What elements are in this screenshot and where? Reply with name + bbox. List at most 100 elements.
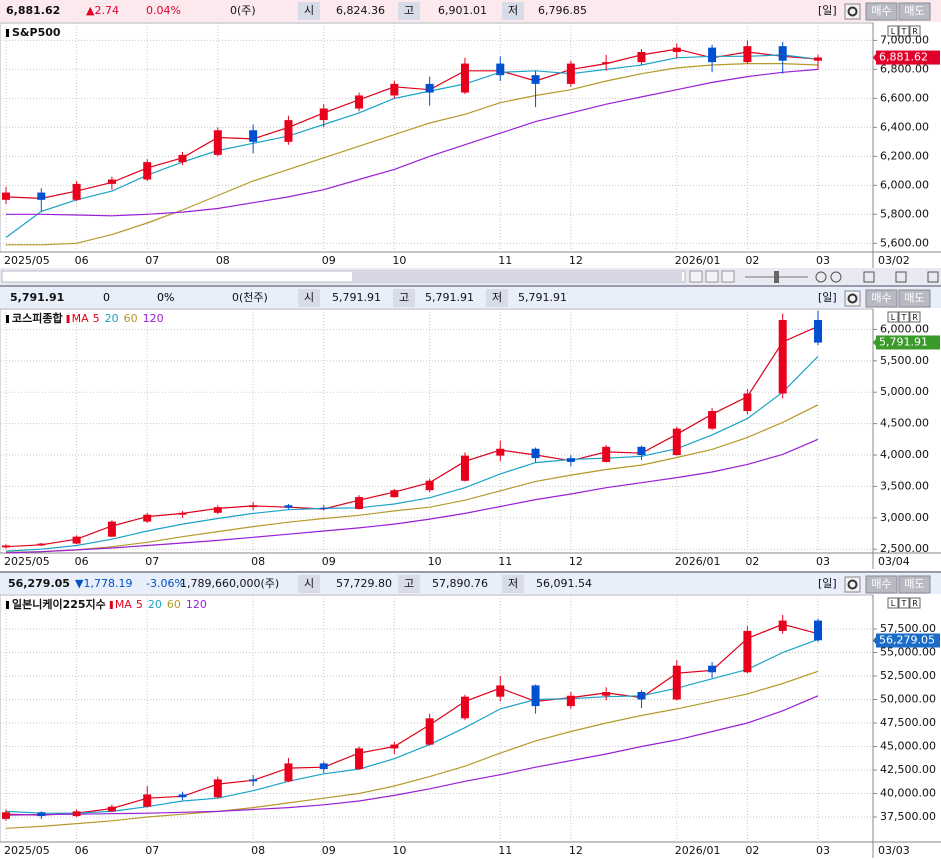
scale-button[interactable] — [887, 25, 899, 37]
candle-body — [2, 812, 10, 819]
candle-body — [814, 620, 822, 641]
x-tick-label: 10 — [428, 555, 442, 568]
tool-icon[interactable] — [863, 271, 875, 283]
x-tick-label: 2026/01 — [675, 555, 721, 568]
x-tick-label: 09 — [322, 555, 336, 568]
candle-body — [566, 695, 575, 707]
candle-body — [72, 536, 81, 544]
x-tick-label: 02 — [745, 254, 759, 267]
header-label: 고 — [404, 577, 414, 590]
tool-icon[interactable] — [895, 271, 907, 283]
header-label-cell — [486, 289, 508, 307]
x-tick-label: 2025/05 — [4, 844, 50, 857]
order-button[interactable] — [865, 575, 898, 594]
header-value: 6,881.62 — [6, 4, 60, 17]
header-value: 57,729.80 — [336, 577, 392, 590]
candle-body — [355, 497, 364, 510]
order-button[interactable] — [865, 2, 898, 21]
legend-entry: 120 — [143, 312, 164, 325]
x-tick-label: 03 — [816, 555, 830, 568]
play-button[interactable] — [689, 270, 703, 283]
zoom-knob[interactable] — [774, 271, 779, 283]
header-label: 고 — [404, 4, 414, 17]
candle-body — [213, 507, 222, 513]
zoom-in[interactable] — [830, 271, 842, 283]
scroll-track[interactable] — [1, 270, 686, 283]
scale-button-label: T — [901, 599, 907, 608]
candle-body — [72, 183, 81, 200]
x-tick-label: 02 — [745, 555, 759, 568]
scale-button[interactable] — [887, 311, 899, 323]
candle-body — [425, 718, 434, 745]
header-value: 5,791.91 — [518, 291, 567, 304]
order-button[interactable] — [898, 2, 931, 21]
x-tick-label: 09 — [322, 254, 336, 267]
scale-button[interactable] — [898, 311, 910, 323]
last-price-label: 5,791.91 — [879, 335, 928, 348]
order-button-label: 매수 — [871, 578, 891, 591]
candle-body — [814, 57, 822, 61]
header-label: 저 — [492, 291, 502, 304]
plot-bg — [0, 22, 874, 253]
header-label-cell — [398, 2, 420, 20]
settings-button[interactable] — [844, 3, 861, 20]
y-tick-label: 6,800.00 — [880, 62, 929, 75]
candle-body — [284, 505, 293, 508]
candle-body — [178, 512, 187, 515]
scale-button[interactable] — [898, 597, 910, 609]
header-value: 0(천주) — [232, 290, 268, 304]
candle-body — [425, 480, 434, 491]
header-value: 5,791.91 — [10, 291, 64, 304]
pause-button[interactable] — [705, 270, 719, 283]
scroll-thumb[interactable] — [352, 272, 682, 281]
legend-marker — [6, 601, 9, 609]
tool-icon[interactable] — [927, 271, 939, 283]
scale-button-label: L — [891, 599, 896, 608]
order-button-label: 매도 — [904, 578, 924, 591]
candle-body — [249, 779, 258, 782]
y-tick-label: 55,000.00 — [880, 646, 936, 659]
y-tick-label: 6,600.00 — [880, 91, 929, 104]
x-tick-label: 10 — [392, 844, 406, 857]
zoom-out[interactable] — [815, 271, 827, 283]
candle-body — [390, 83, 399, 96]
settings-button[interactable] — [844, 576, 861, 593]
candle-body — [425, 83, 434, 93]
last-price-pointer — [873, 337, 877, 348]
header-value: 5,791.91 — [332, 291, 381, 304]
legend-entry: 5 — [136, 598, 143, 611]
scale-button[interactable] — [898, 25, 910, 37]
header-value: 0% — [157, 291, 174, 304]
last-price-pointer — [873, 635, 877, 646]
order-button[interactable] — [898, 575, 931, 594]
ma-line — [5, 355, 819, 552]
settings-button[interactable] — [844, 290, 861, 307]
x-tick-label: 12 — [569, 254, 583, 267]
header-value: 6,824.36 — [336, 4, 385, 17]
scale-button[interactable] — [909, 311, 921, 323]
header-label: 시 — [304, 4, 314, 17]
header-label-cell — [502, 2, 524, 20]
order-button[interactable] — [898, 289, 931, 308]
ma-line — [5, 325, 819, 548]
order-button-label: 매수 — [871, 292, 891, 305]
legend-title: 일본니케이225지수 — [12, 597, 106, 611]
legend-marker — [6, 315, 9, 323]
candle-body — [602, 62, 611, 64]
candle-body — [778, 46, 787, 61]
scale-button[interactable] — [909, 25, 921, 37]
candle-body — [37, 543, 46, 546]
header-value: ▲2.74 — [86, 4, 119, 17]
scale-button-label: L — [891, 27, 896, 36]
candle-body — [143, 162, 152, 180]
next-button[interactable] — [721, 270, 735, 283]
y-tick-label: 57,500.00 — [880, 622, 936, 635]
header-bg — [0, 0, 941, 22]
last-price-box — [876, 633, 940, 648]
x-tick-label: 11 — [498, 254, 512, 267]
order-button[interactable] — [865, 289, 898, 308]
settings-icon — [847, 293, 858, 304]
candle-body — [460, 63, 469, 93]
scale-button[interactable] — [887, 597, 899, 609]
scale-button[interactable] — [909, 597, 921, 609]
